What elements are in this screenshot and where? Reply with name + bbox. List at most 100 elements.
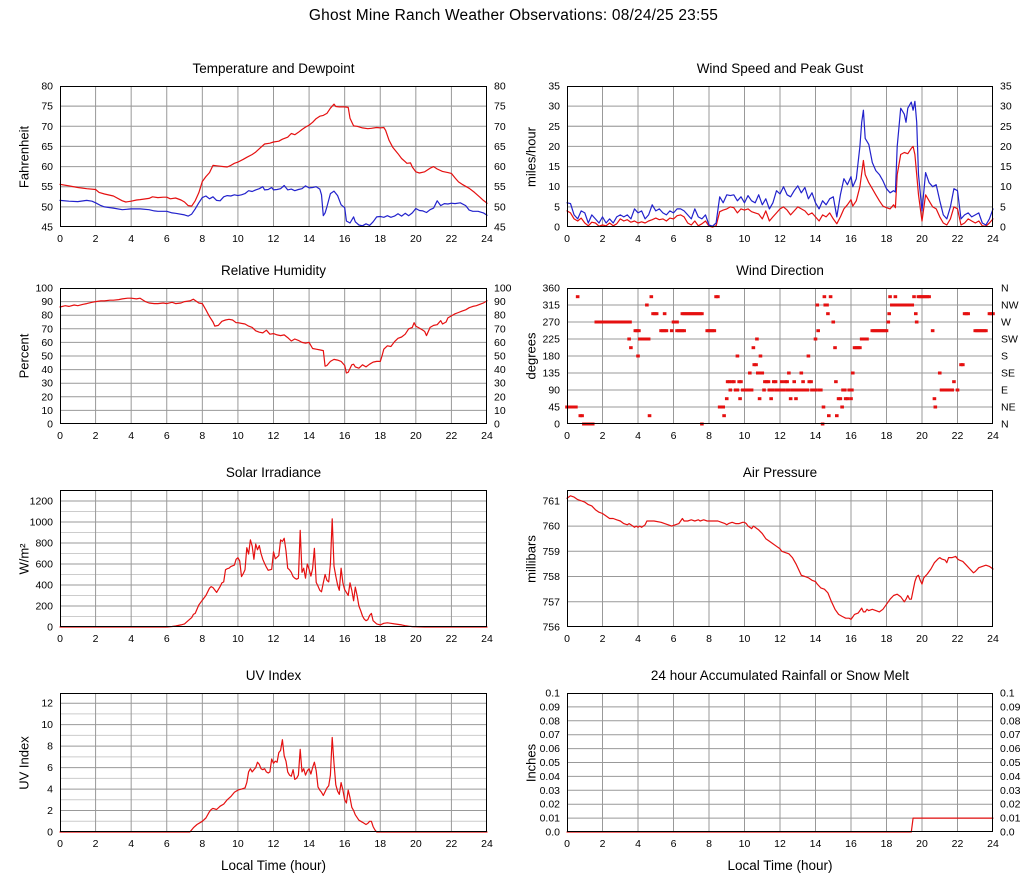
svg-text:18: 18 [374,430,386,442]
svg-text:758: 758 [542,571,560,583]
svg-text:0.1: 0.1 [1000,688,1015,700]
svg-text:70: 70 [41,323,53,335]
svg-text:10: 10 [41,405,53,417]
svg-text:40: 40 [494,364,506,376]
svg-text:6: 6 [164,430,170,442]
svg-text:24: 24 [987,233,999,245]
svg-text:0: 0 [57,430,63,442]
svg-text:360: 360 [542,283,560,295]
svg-text:20: 20 [41,391,53,403]
svg-text:35: 35 [1000,81,1012,93]
svg-text:0.06: 0.06 [540,743,561,755]
svg-text:10: 10 [232,430,244,442]
chart-plot-area: 0.0 0.0 0.01 0.01 0.02 0.02 0.03 0.03 0.04 0.04 0.… [540,688,1021,851]
svg-text:20: 20 [410,838,422,850]
svg-text:2: 2 [600,838,606,850]
svg-text:0.03: 0.03 [1000,785,1021,797]
svg-text:757: 757 [542,596,560,608]
svg-text:45: 45 [41,222,53,234]
svg-text:20: 20 [410,233,422,245]
svg-text:20: 20 [916,633,928,645]
svg-text:24: 24 [481,430,493,442]
svg-text:12: 12 [268,233,280,245]
svg-text:22: 22 [952,838,964,850]
svg-text:0: 0 [564,838,570,850]
svg-text:55: 55 [41,181,53,193]
svg-text:50: 50 [41,201,53,213]
svg-text:0.08: 0.08 [540,715,561,727]
svg-text:0.05: 0.05 [1000,757,1021,769]
svg-text:5: 5 [1000,201,1006,213]
svg-text:22: 22 [446,633,458,645]
svg-text:0: 0 [564,633,570,645]
chart-relative-humidity: Relative Humidity Percent 0 0 10 10 20 20 30 30… [0,258,533,448]
chart-title: UV Index [245,668,302,683]
svg-text:22: 22 [952,430,964,442]
svg-text:24: 24 [987,633,999,645]
svg-text:225: 225 [542,334,560,346]
svg-text:10: 10 [1000,181,1012,193]
svg-text:8: 8 [47,741,53,753]
svg-text:4: 4 [128,233,134,245]
x-axis-label: Local Time (hour) [220,858,327,873]
svg-text:20: 20 [410,633,422,645]
chart-wind-direction: Wind Direction degrees 0 45 90 135 180 225 270… [507,258,1027,448]
svg-text:761: 761 [542,495,560,507]
svg-text:6: 6 [164,233,170,245]
svg-text:70: 70 [41,121,53,133]
svg-text:4: 4 [635,430,641,442]
svg-text:65: 65 [41,141,53,153]
svg-text:10: 10 [41,719,53,731]
svg-text:0: 0 [494,419,500,431]
svg-text:12: 12 [268,838,280,850]
svg-text:75: 75 [494,101,506,113]
svg-text:60: 60 [494,161,506,173]
svg-text:6: 6 [164,633,170,645]
svg-text:0: 0 [47,622,53,634]
svg-text:24: 24 [987,430,999,442]
svg-text:759: 759 [542,546,560,558]
svg-text:18: 18 [881,430,893,442]
svg-text:0.07: 0.07 [540,729,561,741]
svg-text:10: 10 [739,633,751,645]
svg-text:25: 25 [548,121,560,133]
svg-text:760: 760 [542,521,560,533]
svg-text:16: 16 [339,633,351,645]
svg-text:8: 8 [199,633,205,645]
svg-text:75: 75 [41,101,53,113]
svg-text:0.08: 0.08 [1000,715,1021,727]
svg-text:24: 24 [481,838,493,850]
svg-text:0.06: 0.06 [1000,743,1021,755]
svg-text:16: 16 [845,633,857,645]
svg-text:0.09: 0.09 [1000,701,1021,713]
svg-text:35: 35 [548,81,560,93]
svg-text:N: N [1001,419,1009,431]
svg-text:60: 60 [41,337,53,349]
svg-text:90: 90 [494,296,506,308]
svg-text:45: 45 [494,222,506,234]
svg-text:SE: SE [1001,368,1015,380]
svg-text:65: 65 [494,141,506,153]
svg-text:20: 20 [916,233,928,245]
svg-text:0: 0 [554,222,560,234]
svg-text:8: 8 [706,633,712,645]
chart-title: 24 hour Accumulated Rainfall or Snow Mel… [650,668,910,683]
svg-text:8: 8 [706,233,712,245]
chart-solar-irradiance: Solar Irradiance W/m² 0 200 400 600 800 1000 1… [0,460,533,651]
svg-text:0.03: 0.03 [540,785,561,797]
svg-text:0.02: 0.02 [540,799,561,811]
svg-text:30: 30 [548,101,560,113]
svg-text:0: 0 [57,838,63,850]
svg-text:0.1: 0.1 [545,688,560,700]
svg-text:70: 70 [494,121,506,133]
page-title: Ghost Mine Ranch Weather Observations: 0… [308,7,719,24]
svg-text:6: 6 [671,233,677,245]
svg-text:6: 6 [671,430,677,442]
svg-text:8: 8 [199,430,205,442]
svg-text:4: 4 [128,633,134,645]
svg-text:15: 15 [548,161,560,173]
